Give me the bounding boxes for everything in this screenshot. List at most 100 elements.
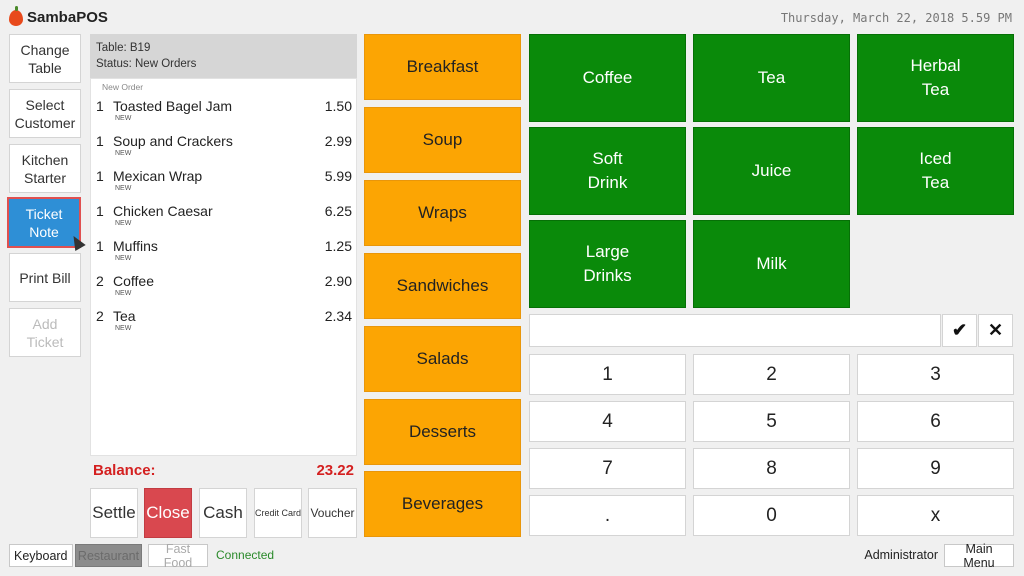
ticket-order-list[interactable]: New Order 1 Toasted Bagel Jam NEW 1.50 1… [90, 78, 357, 456]
order-tag: NEW [115, 220, 132, 227]
add-ticket-button[interactable]: Add Ticket [9, 308, 81, 357]
order-qty: 1 [96, 98, 104, 114]
order-group-header: New Order [102, 82, 144, 92]
order-tag: NEW [115, 115, 132, 122]
balance-label: Balance: [93, 462, 156, 479]
check-icon: ✔ [951, 320, 968, 340]
order-qty: 1 [96, 203, 104, 219]
order-price: 2.99 [324, 133, 352, 149]
confirm-button[interactable]: ✔ [942, 314, 977, 347]
numpad-key-dot[interactable]: . [529, 495, 686, 536]
select-customer-button[interactable]: Select Customer [9, 89, 81, 138]
order-name: Mexican Wrap [113, 168, 203, 184]
order-qty: 1 [96, 168, 104, 184]
order-qty: 1 [96, 238, 104, 254]
change-table-label: Change Table [20, 41, 70, 76]
kitchen-starter-button[interactable]: Kitchen Starter [9, 144, 81, 193]
order-price: 5.99 [324, 168, 352, 184]
numpad-key-7[interactable]: 7 [529, 448, 686, 489]
select-customer-label: Select Customer [14, 96, 76, 131]
order-tag: NEW [115, 185, 132, 192]
current-user: Administrator [864, 548, 938, 562]
add-ticket-label: Add Ticket [26, 315, 64, 350]
menu-item-milk[interactable]: Milk [693, 220, 850, 308]
order-price: 2.90 [324, 273, 352, 289]
category-soup[interactable]: Soup [364, 107, 521, 173]
category-breakfast[interactable]: Breakfast [364, 34, 521, 100]
numpad-key-5[interactable]: 5 [693, 401, 850, 442]
connection-status: Connected [216, 548, 275, 562]
numpad-key-4[interactable]: 4 [529, 401, 686, 442]
order-price: 1.25 [324, 238, 352, 254]
order-name: Chicken Caesar [113, 203, 213, 219]
category-wraps[interactable]: Wraps [364, 180, 521, 246]
order-row[interactable]: 1 Toasted Bagel Jam NEW 1.50 [91, 98, 356, 133]
clear-button[interactable]: ✕ [978, 314, 1013, 347]
datetime: Thursday, March 22, 2018 5.59 PM [780, 11, 1012, 25]
change-table-button[interactable]: Change Table [9, 34, 81, 83]
ticket-note-button[interactable]: Ticket Note [7, 197, 81, 248]
order-tag: NEW [115, 255, 132, 262]
numpad-key-6[interactable]: 6 [857, 401, 1014, 442]
numpad-key-0[interactable]: 0 [693, 495, 850, 536]
credit-card-button[interactable]: Credit Card [254, 488, 302, 538]
order-tag: NEW [115, 290, 132, 297]
numpad-key-2[interactable]: 2 [693, 354, 850, 395]
numpad-key-3[interactable]: 3 [857, 354, 1014, 395]
ticket-status: Status: New Orders [96, 58, 197, 70]
category-sandwiches[interactable]: Sandwiches [364, 253, 521, 319]
restaurant-button[interactable]: Restaurant [75, 544, 142, 567]
ticket-note-label: Ticket Note [25, 205, 63, 240]
sambapos-logo-icon [9, 6, 23, 26]
order-name: Muffins [113, 238, 158, 254]
numpad-key-1[interactable]: 1 [529, 354, 686, 395]
menu-item-large-drinks[interactable]: Large Drinks [529, 220, 686, 308]
settle-button[interactable]: Settle [90, 488, 138, 538]
numpad-input[interactable] [529, 314, 941, 347]
category-beverages[interactable]: Beverages [364, 471, 521, 537]
print-bill-label: Print Bill [19, 269, 71, 286]
order-price: 1.50 [324, 98, 352, 114]
numpad-key-x[interactable]: x [857, 495, 1014, 536]
order-qty: 2 [96, 308, 104, 324]
order-row[interactable]: 1 Muffins NEW 1.25 [91, 238, 356, 273]
ticket-table: Table: B19 [96, 42, 151, 54]
order-name: Toasted Bagel Jam [113, 98, 233, 114]
fast-food-button[interactable]: Fast Food [148, 542, 208, 570]
order-row[interactable]: 2 Coffee NEW 2.90 [91, 273, 356, 308]
menu-item-soft-drink[interactable]: Soft Drink [529, 127, 686, 215]
order-name: Tea [113, 308, 136, 324]
numpad-key-8[interactable]: 8 [693, 448, 850, 489]
app-title: SambaPOS [27, 9, 108, 26]
balance-value: 23.22 [316, 462, 354, 479]
menu-item-coffee[interactable]: Coffee [529, 34, 686, 122]
category-desserts[interactable]: Desserts [364, 399, 521, 465]
kitchen-starter-label: Kitchen Starter [21, 151, 69, 186]
menu-item-tea[interactable]: Tea [693, 34, 850, 122]
order-row[interactable]: 1 Mexican Wrap NEW 5.99 [91, 168, 356, 203]
main-menu-button[interactable]: Main Menu [944, 542, 1014, 570]
order-qty: 1 [96, 133, 104, 149]
ticket-header: Table: B19 Status: New Orders [90, 34, 357, 78]
numpad-key-9[interactable]: 9 [857, 448, 1014, 489]
print-bill-button[interactable]: Print Bill [9, 253, 81, 302]
category-salads[interactable]: Salads [364, 326, 521, 392]
menu-item-iced-tea[interactable]: Iced Tea [857, 127, 1014, 215]
close-button[interactable]: Close [144, 488, 192, 538]
close-icon: ✕ [987, 320, 1004, 340]
cash-button[interactable]: Cash [199, 488, 247, 538]
order-row[interactable]: 1 Chicken Caesar NEW 6.25 [91, 203, 356, 238]
order-tag: NEW [115, 150, 132, 157]
menu-item-juice[interactable]: Juice [693, 127, 850, 215]
order-tag: NEW [115, 325, 132, 332]
order-price: 2.34 [324, 308, 352, 324]
keyboard-button[interactable]: Keyboard [9, 544, 73, 567]
order-name: Coffee [113, 273, 154, 289]
voucher-button[interactable]: Voucher [308, 488, 357, 538]
menu-item-herbal-tea[interactable]: Herbal Tea [857, 34, 1014, 122]
order-price: 6.25 [324, 203, 352, 219]
order-name: Soup and Crackers [113, 133, 233, 149]
order-qty: 2 [96, 273, 104, 289]
order-row[interactable]: 2 Tea NEW 2.34 [91, 308, 356, 343]
order-row[interactable]: 1 Soup and Crackers NEW 2.99 [91, 133, 356, 168]
